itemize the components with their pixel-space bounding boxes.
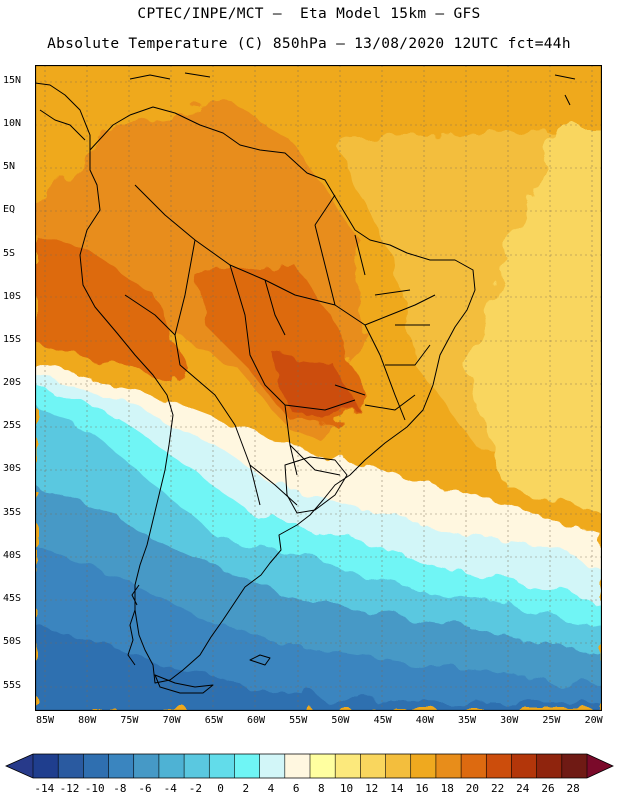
latitude-label: 5N (3, 161, 16, 172)
map-frame (35, 65, 602, 711)
colorbar-swatch (435, 754, 462, 778)
chilean-archipelago (127, 584, 140, 666)
latitude-label: 15N (3, 75, 22, 86)
latitude-label: 35S (3, 507, 22, 518)
warm-band-yellow-east (465, 125, 602, 515)
latitude-label: 10N (3, 118, 22, 129)
colorbar-label: 8 (318, 782, 325, 795)
colorbar-swatch (234, 754, 260, 778)
colorbar-swatch (561, 754, 588, 778)
latitude-label: 45S (3, 593, 22, 604)
latitude-label: 15S (3, 334, 22, 345)
latitude-label: 55S (3, 680, 22, 691)
colorbar-label: 18 (440, 782, 454, 795)
latitude-label: 5S (3, 248, 16, 259)
colorbar-label: -2 (188, 782, 203, 795)
colorbar-label: -4 (163, 782, 177, 795)
latitude-label: 20S (3, 377, 22, 388)
colorbar-swatch (209, 754, 235, 778)
colorbar-swatch (360, 754, 386, 778)
colorbar (5, 753, 614, 779)
longitude-label: 40W (415, 715, 434, 726)
colorbar-swatch (335, 754, 361, 778)
latitude-label: 40S (3, 550, 22, 561)
colorbar-label: -14 (34, 782, 55, 795)
coastlines-and-borders (35, 72, 576, 694)
colorbar-swatch (410, 754, 437, 778)
latitude-label: 30S (3, 463, 22, 474)
colorbar-swatch (259, 754, 286, 778)
temperature-field (35, 65, 602, 711)
colorbar-swatch (385, 754, 412, 778)
colorbar-label: -8 (113, 782, 127, 795)
colorbar-label: 16 (415, 782, 429, 795)
colorbar-label: 24 (516, 782, 530, 795)
colorbar-label: 2 (242, 782, 250, 795)
longitude-label: 65W (204, 715, 223, 726)
colorbar-swatch (284, 754, 311, 778)
longitude-label: 70W (162, 715, 181, 726)
brazil-states (334, 234, 431, 411)
longitude-label: 55W (289, 715, 308, 726)
colorbar-swatch (536, 754, 563, 778)
tierra-del-fuego (154, 674, 214, 694)
colorbar-label: 26 (541, 782, 555, 795)
longitude-label: 30W (500, 715, 519, 726)
longitude-label: 35W (457, 715, 477, 726)
longitude-label: 80W (78, 715, 97, 726)
colorbar-swatch (511, 754, 537, 778)
uruguay-outline (284, 456, 348, 514)
cold-band-darkblue (35, 625, 602, 711)
national-borders (124, 184, 436, 506)
colorbar-outline (5, 753, 614, 779)
colorbar-label: -10 (84, 782, 105, 795)
longitude-label: 45W (373, 715, 392, 726)
longitude-label: 50W (331, 715, 350, 726)
colorbar-label: 4 (267, 782, 275, 795)
longitude-label: 25W (542, 715, 561, 726)
warm-band-darkred-core (275, 355, 355, 420)
longitude-label: 60W (246, 715, 266, 726)
colorbar-swatch (461, 754, 487, 778)
colorbar-label: 22 (490, 782, 505, 795)
title-line-2: Absolute Temperature (C) 850hPa – 13/08/… (47, 36, 571, 52)
colorbar-low-arrow (6, 754, 33, 778)
latitude-label: 10S (3, 291, 22, 302)
colorbar-label: 10 (339, 782, 354, 795)
central-america-coast (35, 82, 91, 150)
latitude-label: 50S (3, 636, 22, 647)
colorbar-label: 12 (365, 782, 379, 795)
colorbar-high-arrow (587, 754, 613, 778)
colorbar-swatch (133, 754, 160, 778)
temperature-map (35, 65, 602, 711)
colorbar-swatch (184, 754, 210, 778)
colorbar-swatch (486, 754, 512, 778)
longitude-label: 75W (120, 715, 139, 726)
colorbar-swatch (158, 754, 185, 778)
colorbar-label: 28 (566, 782, 580, 795)
caribbean-islands (129, 72, 576, 106)
latitude-label: EQ (3, 204, 16, 215)
south-america-coastline (79, 106, 476, 684)
colorbar-label: 6 (292, 782, 300, 795)
colorbar-label: -12 (59, 782, 80, 795)
colorbar-swatch (33, 754, 59, 778)
colorbar-label: -6 (138, 782, 152, 795)
colorbar-label: 0 (217, 782, 224, 795)
warm-band-red-west (35, 235, 185, 385)
longitude-label: 20W (584, 715, 603, 726)
title-line-1: CPTEC/INPE/MCT – Eta Model 15km – GFS (137, 6, 481, 22)
colorbar-swatch (108, 754, 135, 778)
longitude-label: 85W (35, 715, 55, 726)
colorbar-swatch (83, 754, 109, 778)
falkland-islands (249, 654, 271, 666)
colorbar-swatch (58, 754, 84, 778)
colorbar-label: 14 (390, 782, 404, 795)
colorbar-swatch (310, 754, 336, 778)
latitude-label: 25S (3, 420, 22, 431)
colorbar-label: 20 (465, 782, 480, 795)
